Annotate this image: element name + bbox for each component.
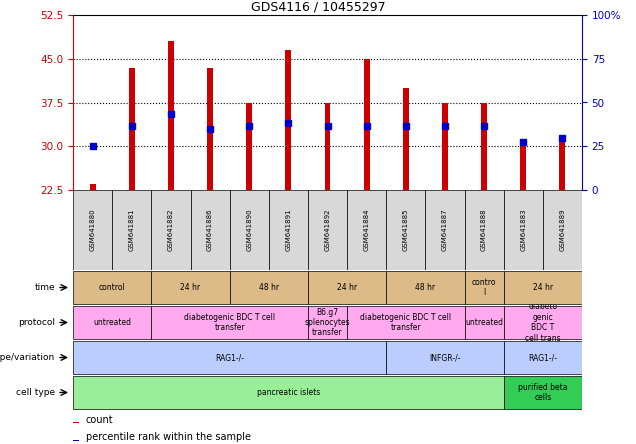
Text: GSM641888: GSM641888 — [481, 209, 487, 251]
Text: protocol: protocol — [18, 318, 55, 327]
Bar — [347, 190, 386, 270]
Text: contro
l: contro l — [472, 278, 496, 297]
Text: GSM641881: GSM641881 — [129, 209, 135, 251]
Bar — [73, 341, 386, 374]
Bar — [230, 190, 269, 270]
Text: GSM641885: GSM641885 — [403, 209, 409, 251]
Bar — [73, 422, 80, 423]
Bar — [151, 190, 191, 270]
Text: 24 hr: 24 hr — [533, 283, 553, 292]
Bar — [481, 103, 487, 190]
Bar — [207, 67, 213, 190]
Bar — [347, 306, 464, 339]
Bar — [191, 190, 230, 270]
Text: GSM641890: GSM641890 — [246, 209, 252, 251]
Text: GSM641880: GSM641880 — [90, 209, 95, 251]
Bar — [308, 306, 347, 339]
Bar — [520, 143, 526, 190]
Bar — [113, 190, 151, 270]
Bar — [73, 440, 80, 441]
Bar — [90, 184, 95, 190]
Text: diabetogenic BDC T cell
transfer: diabetogenic BDC T cell transfer — [184, 313, 275, 332]
Text: GSM641882: GSM641882 — [168, 209, 174, 251]
Text: INFGR-/-: INFGR-/- — [429, 353, 460, 362]
Bar — [442, 103, 448, 190]
Bar — [386, 271, 464, 304]
Bar — [73, 376, 504, 409]
Text: percentile rank within the sample: percentile rank within the sample — [86, 432, 251, 442]
Text: diabeto
genic
BDC T
cell trans: diabeto genic BDC T cell trans — [525, 302, 560, 343]
Text: purified beta
cells: purified beta cells — [518, 383, 567, 402]
Text: 24 hr: 24 hr — [337, 283, 357, 292]
Bar — [308, 190, 347, 270]
Text: GSM641891: GSM641891 — [286, 209, 291, 251]
Text: genotype/variation: genotype/variation — [0, 353, 55, 362]
Text: RAG1-/-: RAG1-/- — [215, 353, 244, 362]
Bar — [425, 190, 464, 270]
Text: untreated: untreated — [465, 318, 503, 327]
Text: count: count — [86, 415, 113, 425]
Text: 48 hr: 48 hr — [415, 283, 436, 292]
Text: cell type: cell type — [16, 388, 55, 397]
Bar — [504, 271, 582, 304]
Text: 48 hr: 48 hr — [259, 283, 279, 292]
Bar — [504, 306, 582, 339]
Bar — [230, 271, 308, 304]
Bar — [464, 271, 504, 304]
Bar — [308, 271, 386, 304]
Bar — [73, 190, 113, 270]
Bar — [504, 190, 543, 270]
Bar — [151, 306, 308, 339]
Text: GSM641883: GSM641883 — [520, 209, 526, 251]
Text: RAG1-/-: RAG1-/- — [529, 353, 557, 362]
Text: B6.g7
splenocytes
transfer: B6.g7 splenocytes transfer — [305, 308, 350, 337]
Bar — [386, 190, 425, 270]
Bar — [73, 306, 151, 339]
Text: control: control — [99, 283, 126, 292]
Bar — [464, 190, 504, 270]
Bar — [324, 103, 331, 190]
Text: GSM641889: GSM641889 — [560, 209, 565, 251]
Bar — [386, 341, 504, 374]
Text: diabetogenic BDC T cell
transfer: diabetogenic BDC T cell transfer — [360, 313, 452, 332]
Text: pancreatic islets: pancreatic islets — [257, 388, 320, 397]
Text: untreated: untreated — [93, 318, 131, 327]
Bar — [168, 41, 174, 190]
Text: GSM641884: GSM641884 — [364, 209, 370, 251]
Text: GSM641887: GSM641887 — [442, 209, 448, 251]
Bar — [543, 190, 582, 270]
Bar — [464, 306, 504, 339]
Bar — [504, 376, 582, 409]
Bar — [246, 103, 252, 190]
Text: 24 hr: 24 hr — [181, 283, 200, 292]
Bar — [151, 271, 230, 304]
Bar — [269, 190, 308, 270]
Bar — [504, 341, 582, 374]
Bar — [560, 140, 565, 190]
Text: GSM641886: GSM641886 — [207, 209, 213, 251]
Bar — [286, 50, 291, 190]
Text: time: time — [34, 283, 55, 292]
Bar — [403, 88, 409, 190]
Bar — [73, 271, 151, 304]
Text: GDS4116 / 10455297: GDS4116 / 10455297 — [251, 1, 385, 14]
Bar — [129, 67, 135, 190]
Text: GSM641892: GSM641892 — [324, 209, 331, 251]
Bar — [364, 59, 370, 190]
